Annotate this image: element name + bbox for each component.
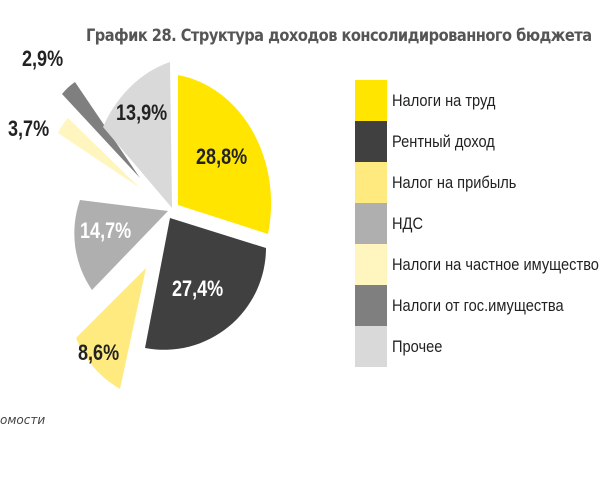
legend-label: Прочее: [392, 336, 443, 356]
legend-label: Рентный доход: [392, 131, 495, 151]
label-rent-income: 27,4%: [172, 276, 224, 301]
legend-label: Налоги от гос.имущества: [392, 295, 564, 315]
legend-item: Налоги от гос.имущества: [355, 285, 604, 326]
chart-legend: Налоги на труд Рентный доход Налог на пр…: [355, 80, 604, 367]
label-vat: 14,7%: [80, 218, 132, 243]
legend-item: Налоги на частное имущество: [355, 244, 604, 285]
label-labor-taxes: 28,8%: [196, 144, 248, 169]
legend-swatch: [355, 162, 387, 203]
legend-swatch: [355, 285, 387, 326]
legend-item: НДС: [355, 203, 604, 244]
slice-profit-tax: [76, 268, 146, 389]
legend-item: Налоги на труд: [355, 80, 604, 121]
label-state-property-tax: 2,9%: [22, 46, 64, 71]
legend-label: Налог на прибыль: [392, 172, 517, 192]
legend-item: Прочее: [355, 326, 604, 367]
chart-title: График 28. Структура доходов консолидиро…: [86, 26, 592, 46]
slice-rent-income: [145, 218, 266, 350]
legend-label: НДС: [392, 213, 424, 233]
legend-item: Налог на прибыль: [355, 162, 604, 203]
legend-label: Налоги на труд: [392, 90, 496, 110]
slice-labor-taxes: [178, 75, 272, 234]
legend-swatch: [355, 203, 387, 244]
legend-swatch: [355, 121, 387, 162]
legend-swatch: [355, 326, 387, 367]
label-other: 13,9%: [116, 100, 168, 125]
pie-chart: [58, 62, 272, 389]
source-note: омости: [0, 413, 46, 427]
slice-vat: [74, 200, 168, 290]
label-private-property-tax: 3,7%: [8, 116, 50, 141]
legend-label: Налоги на частное имущество: [392, 254, 599, 274]
slice-state-property-tax: [62, 82, 140, 178]
legend-item: Рентный доход: [355, 121, 604, 162]
slice-other: [103, 62, 172, 208]
slice-private-property-tax: [58, 118, 140, 188]
legend-swatch: [355, 80, 387, 121]
legend-swatch: [355, 244, 387, 285]
label-profit-tax: 8,6%: [78, 340, 120, 365]
